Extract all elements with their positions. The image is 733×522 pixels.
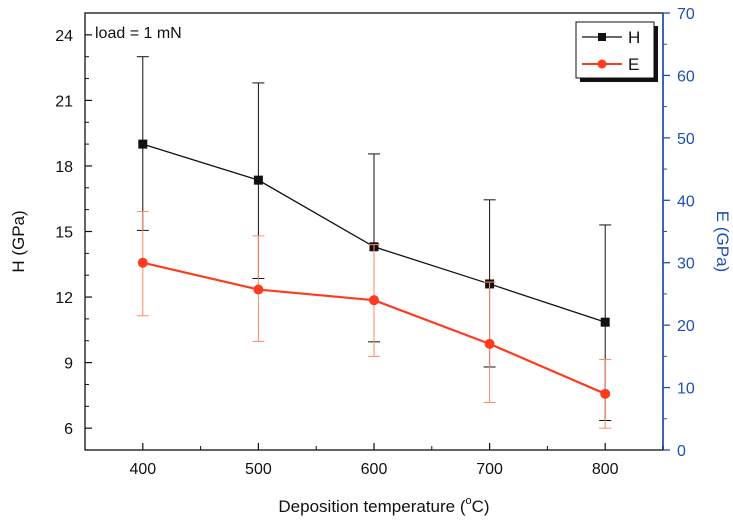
y-right-tick-label: 50 [677, 131, 695, 148]
data-point-H [600, 317, 610, 327]
x-tick-label: 400 [129, 461, 156, 478]
x-tick-label: 700 [476, 461, 503, 478]
y-right-tick-label: 20 [677, 318, 695, 335]
legend-label-E: E [628, 55, 639, 74]
load-annotation: load = 1 mN [95, 25, 182, 42]
y-right-tick-label: 30 [677, 256, 695, 273]
y-right-axis-title: E (GPa) [713, 211, 732, 272]
x-axis-title-main: Deposition temperature ( [278, 497, 465, 516]
y-right-tick-label: 40 [677, 193, 695, 210]
y-left-axis-title: H (GPa) [9, 210, 28, 272]
y-right-tick-label: 70 [677, 6, 695, 23]
y-right-tick-label: 10 [677, 381, 695, 398]
y-left-tick-label: 18 [55, 159, 73, 176]
data-point-E [484, 338, 495, 349]
y-left-tick-label: 9 [64, 356, 73, 373]
y-left-tick-label: 21 [55, 93, 73, 110]
legend-marker-H [598, 33, 606, 41]
y-right-tick-label: 60 [677, 68, 695, 85]
data-point-H [138, 139, 148, 149]
y-left-tick-label: 12 [55, 290, 73, 307]
x-axis-title: Deposition temperature (oC) [278, 495, 489, 516]
legend-marker-E [597, 59, 607, 69]
data-point-H [253, 175, 263, 185]
x-tick-label: 600 [361, 461, 388, 478]
legend-label-H: H [628, 28, 640, 47]
x-tick-label: 800 [592, 461, 619, 478]
x-axis-title-degree: o [466, 495, 472, 507]
x-tick-label: 500 [245, 461, 272, 478]
data-point-E [137, 257, 148, 268]
y-right-tick-label: 0 [677, 443, 686, 460]
x-axis-title-end: C) [472, 497, 490, 516]
data-point-E [369, 295, 379, 306]
data-point-E [253, 284, 264, 295]
y-left-tick-label: 15 [55, 225, 73, 242]
legend-box [575, 21, 655, 79]
y-left-tick-label: 6 [64, 421, 73, 438]
data-point-E [600, 388, 611, 399]
y-left-tick-label: 24 [55, 28, 73, 45]
